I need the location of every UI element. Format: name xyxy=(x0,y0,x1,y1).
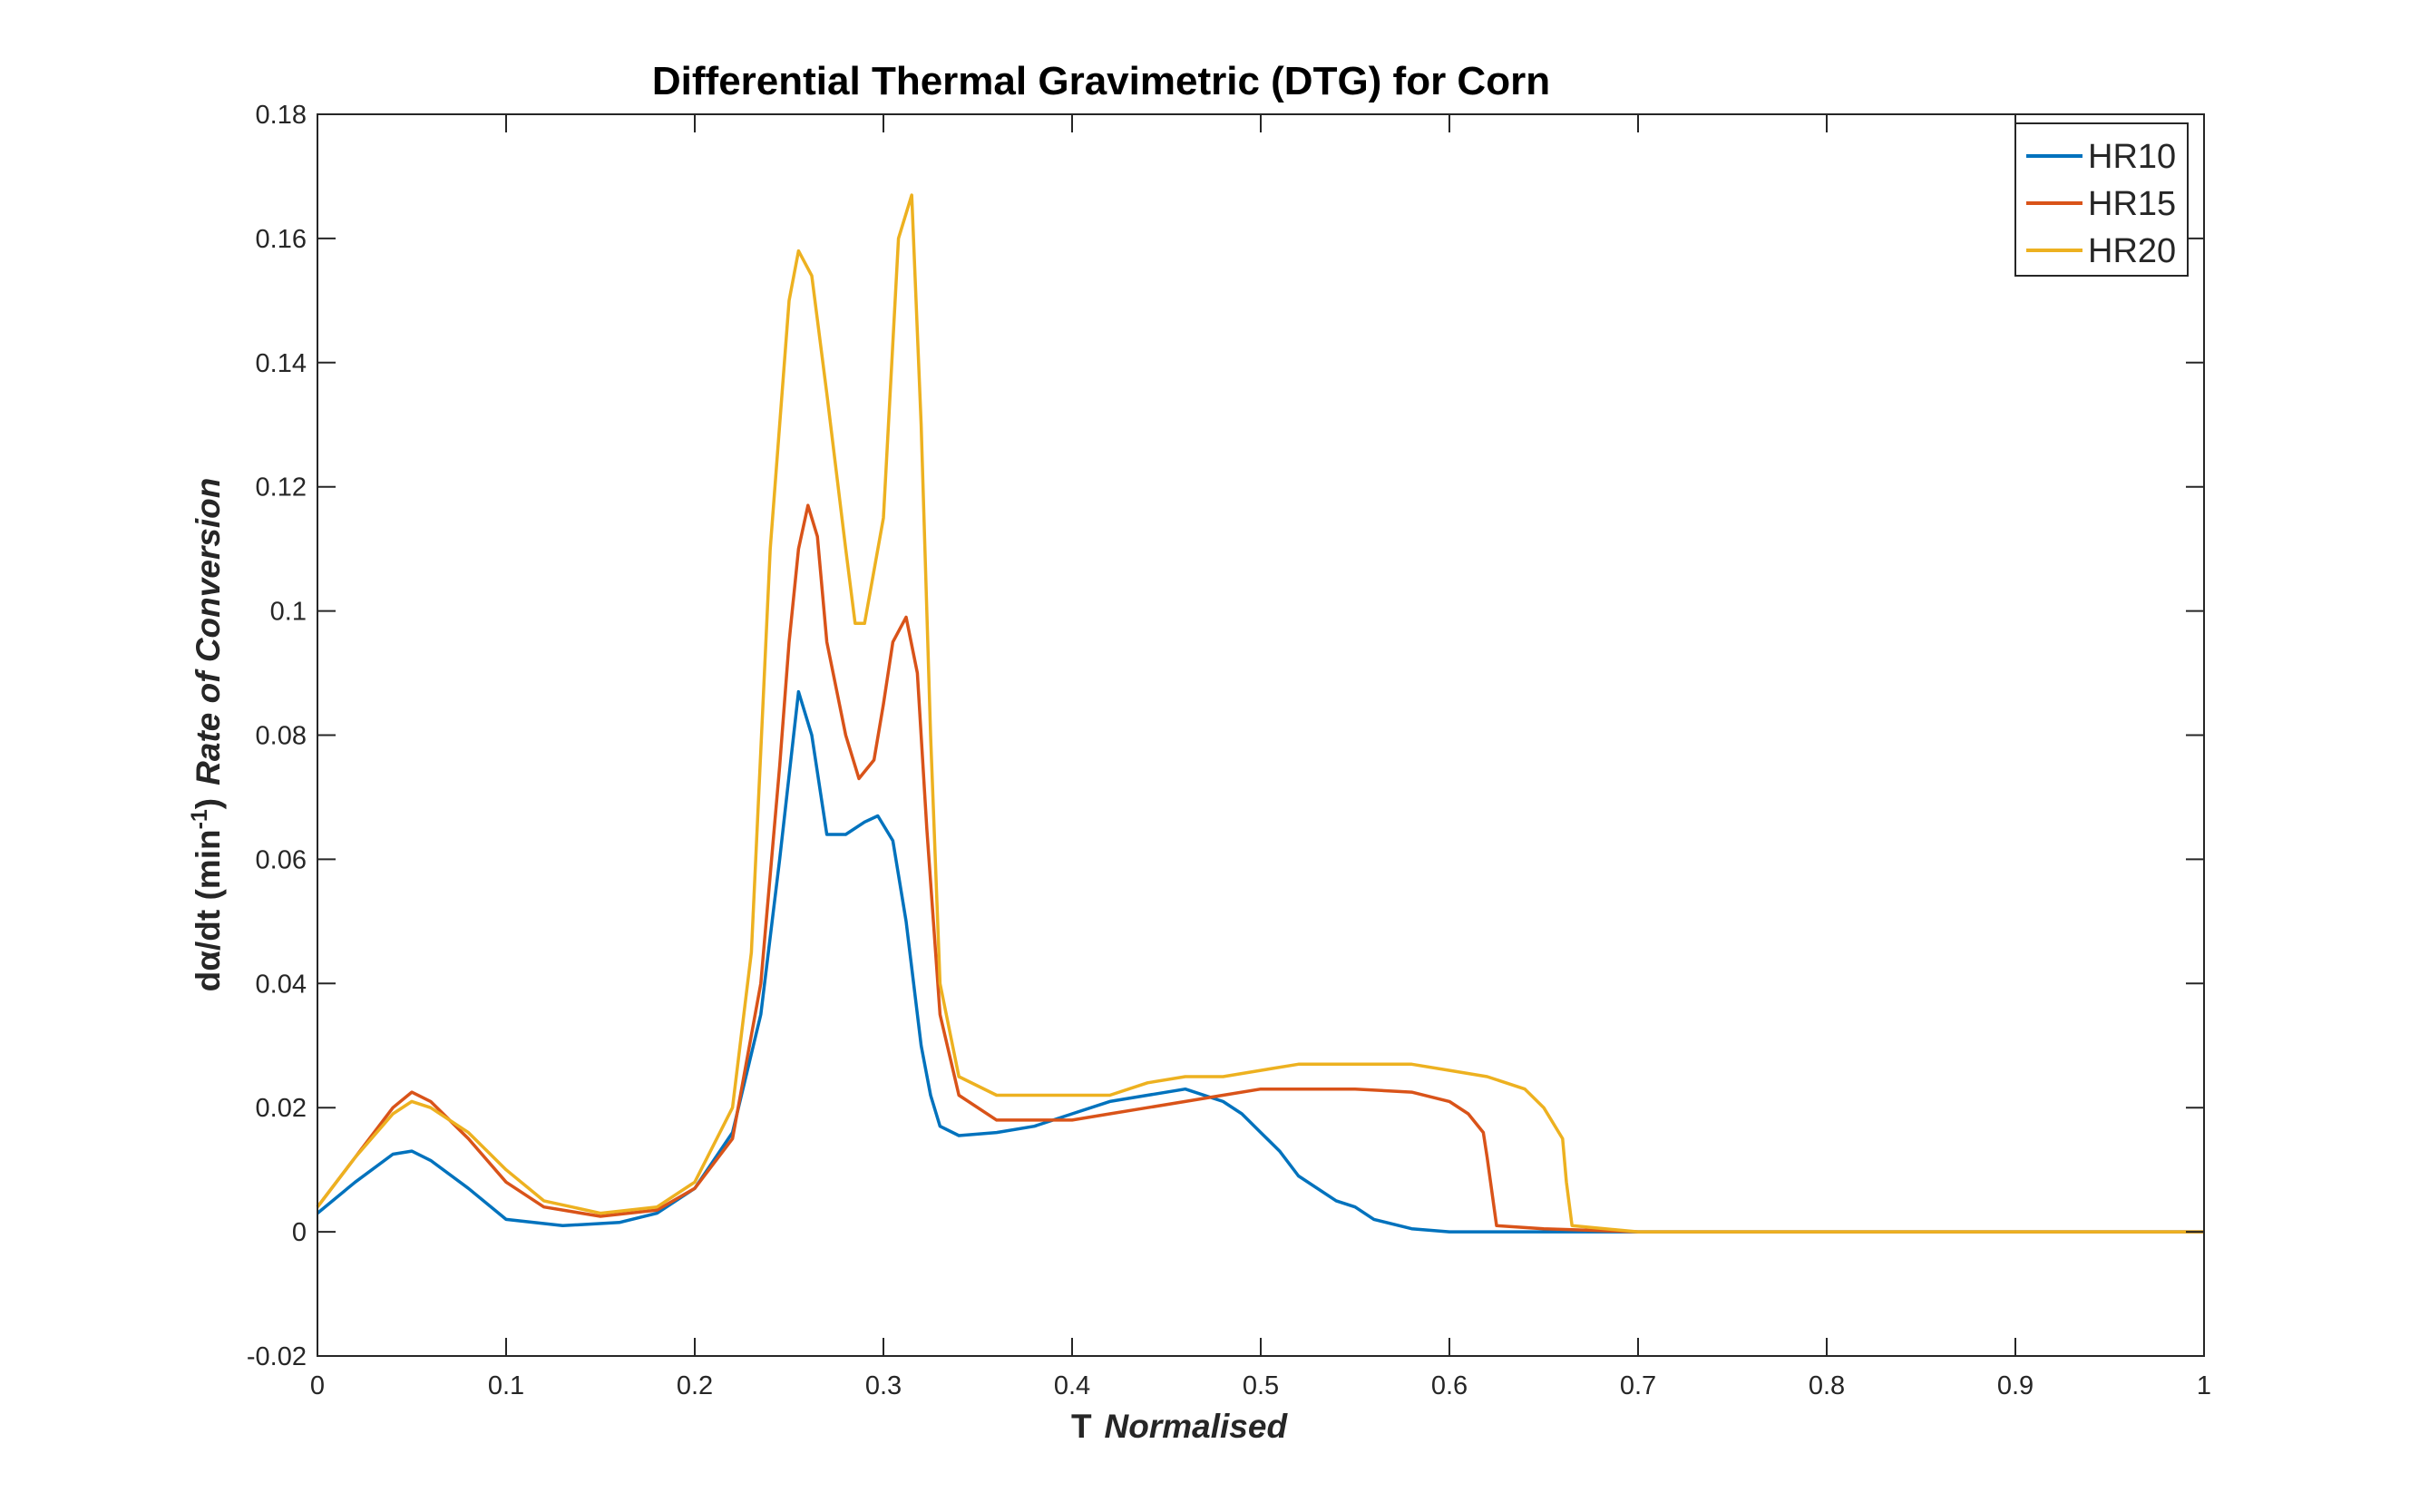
x-tick-label: 0.4 xyxy=(1054,1371,1090,1400)
legend-label-hr15: HR15 xyxy=(2088,185,2176,223)
y-tick-label: 0 xyxy=(292,1218,307,1247)
y-tick-label: 0.08 xyxy=(256,722,307,751)
y-axis: -0.02 0 0.02 0.04 0.06 0.08 0.1 0.12 0.14 0.16 0.1… xyxy=(247,101,2204,1371)
y-axis-label-main: dα/dt (min xyxy=(190,829,227,991)
legend-label-hr20: HR20 xyxy=(2088,232,2176,270)
x-tick-label: 0.8 xyxy=(1809,1371,1845,1400)
x-tick-label: 0.5 xyxy=(1243,1371,1279,1400)
x-axis-label-main: T xyxy=(1071,1408,1092,1445)
y-tick-label: 0.1 xyxy=(270,598,307,627)
y-tick-label: 0.12 xyxy=(256,473,307,502)
series-line-hr20 xyxy=(316,193,2204,1234)
x-axis-label-italic: Normalised xyxy=(1105,1408,1289,1445)
x-tick-label: 0.2 xyxy=(677,1371,713,1400)
y-axis-label-close: ) xyxy=(190,798,227,809)
series-line-hr10 xyxy=(316,689,2204,1234)
y-axis-label-superscript: -1 xyxy=(187,809,212,829)
y-tick-label: 0.04 xyxy=(256,970,307,999)
x-axis-label: T Normalised xyxy=(1071,1408,1289,1445)
chart-title: Differential Thermal Gravimetric (DTG) f… xyxy=(652,59,1550,103)
x-tick-label: 0.7 xyxy=(1620,1371,1656,1400)
y-tick-label: 0.14 xyxy=(256,349,307,378)
y-tick-label: 0.06 xyxy=(256,845,307,874)
x-axis: 0 0.1 0.2 0.3 0.4 0.5 0.6 0.7 0.8 0.9 1 xyxy=(310,114,2211,1400)
y-tick-label: -0.02 xyxy=(247,1342,307,1371)
x-tick-label: 1 xyxy=(2197,1371,2211,1400)
y-tick-label: 0.02 xyxy=(256,1094,307,1123)
series-layer xyxy=(316,193,2204,1234)
series-line-hr15 xyxy=(316,503,2204,1234)
y-axis-label-italic: Rate of Conversion xyxy=(190,478,227,785)
legend-items: HR10 HR15 HR20 xyxy=(2026,138,2176,270)
x-tick-label: 0.9 xyxy=(1997,1371,2034,1400)
axes-background xyxy=(317,114,2204,1356)
y-tick-label: 0.16 xyxy=(256,225,307,254)
legend: HR10 HR15 HR20 xyxy=(2014,122,2189,277)
y-axis-label: dα/dt (min-1) Rate of Conversion xyxy=(187,478,227,992)
legend-label-hr10: HR10 xyxy=(2088,138,2176,176)
x-tick-label: 0 xyxy=(310,1371,325,1400)
y-tick-label: 0.18 xyxy=(256,101,307,130)
x-tick-label: 0.1 xyxy=(488,1371,524,1400)
x-tick-label: 0.6 xyxy=(1431,1371,1468,1400)
x-tick-label: 0.3 xyxy=(865,1371,902,1400)
plot-area: 0 0.1 0.2 0.3 0.4 0.5 0.6 0.7 0.8 0.9 1 -0.0200.02… xyxy=(247,101,2211,1400)
